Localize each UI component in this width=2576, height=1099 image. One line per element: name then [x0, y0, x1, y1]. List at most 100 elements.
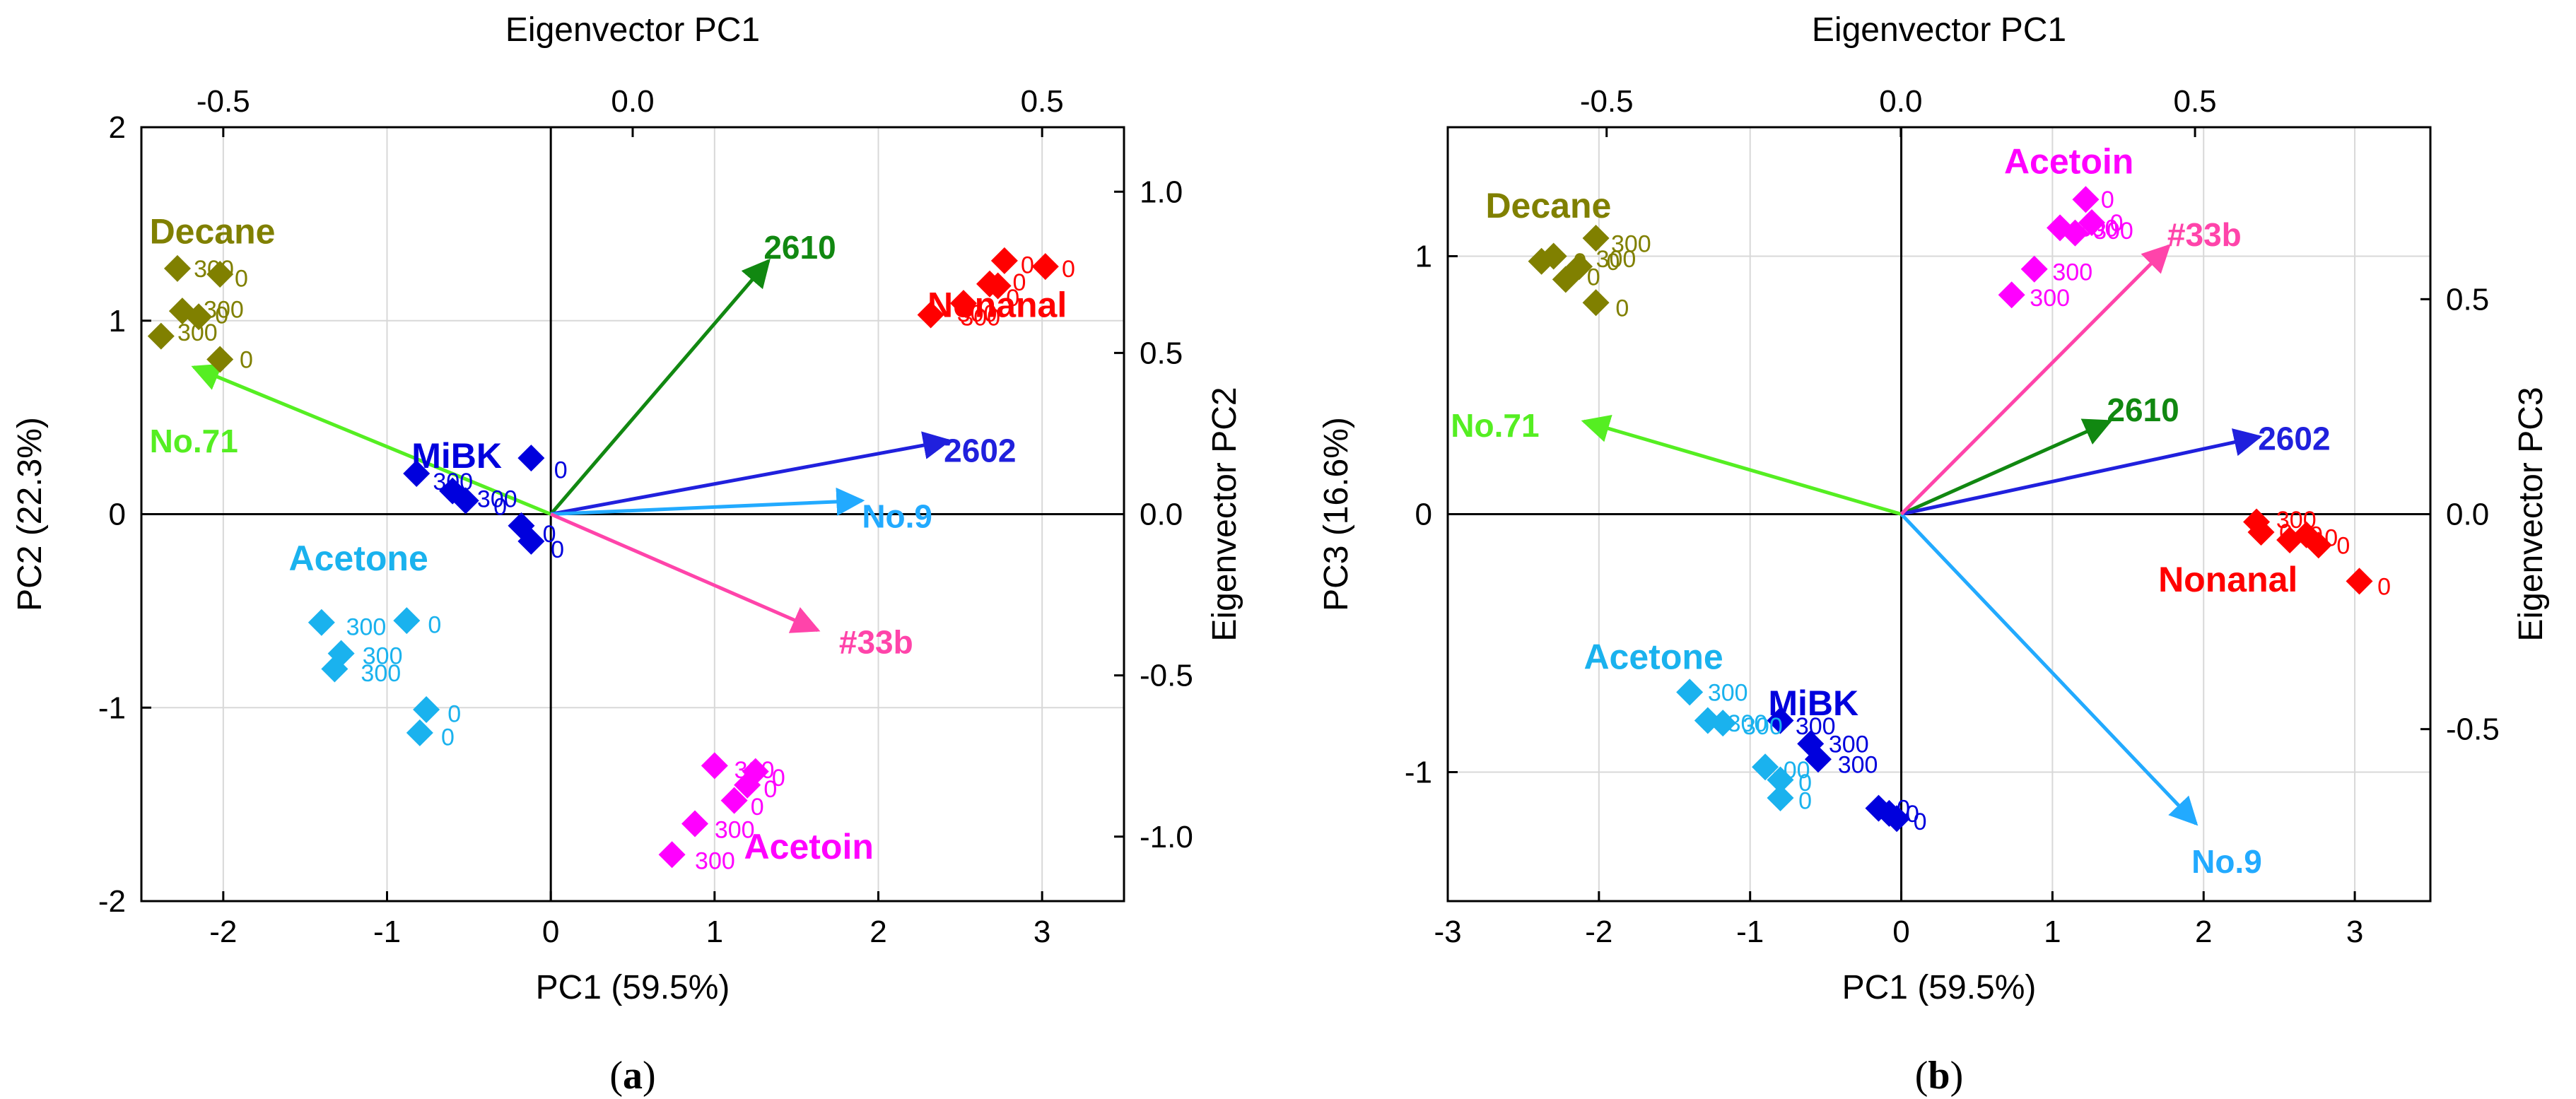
loading-vector-arrow [549, 258, 771, 516]
group-label: Nonanal [927, 285, 1067, 324]
panel-b-biplot: -3 -2 -1 0 1 2 3 -1 0 1 -0.5 0.0 0.5 -0.5 0.0 0.5 PC1 (5… [1318, 11, 2550, 1098]
score-point [393, 607, 421, 635]
point-dose-label: 300 [2276, 507, 2317, 534]
loading-vector-arrow [550, 512, 821, 633]
score-point [185, 303, 213, 331]
vector-label: #33b [2167, 216, 2242, 253]
x-tick-label: -1 [373, 915, 401, 949]
caption-letter: b [1928, 1054, 1950, 1098]
loading-vector-arrow [551, 487, 865, 516]
vector-label: No.9 [2191, 843, 2262, 880]
top-tick-label: 0.0 [611, 84, 654, 119]
group-label: MiBK [411, 436, 502, 476]
point-dose-label: 300 [960, 304, 1000, 331]
group-label: Decane [1485, 186, 1611, 225]
loading-vector-arrow [1899, 512, 2199, 826]
group-label: Decane [150, 211, 276, 251]
caption-close-paren: ) [643, 1054, 656, 1098]
vector-label: 2602 [2258, 420, 2330, 457]
loading-vector-arrow [191, 363, 552, 516]
score-point [1676, 678, 1704, 706]
score-point [403, 460, 431, 488]
vector-label: No.71 [150, 423, 238, 459]
point-dose-label: 0 [551, 536, 564, 563]
score-point [720, 787, 748, 814]
point-dose-label: 0 [554, 457, 568, 484]
y-tick-label: 0 [109, 498, 126, 532]
x-tick-label: 0 [1892, 915, 1909, 949]
point-dose-label: 0 [543, 521, 556, 548]
score-point [452, 487, 479, 515]
point-dose-label: 300 [2030, 285, 2070, 312]
x-tick-label: 0 [542, 915, 559, 949]
point-dose-label: 0 [1798, 788, 1812, 815]
top-axis-title: Eigenvector PC1 [505, 11, 760, 49]
vector-label: No.9 [862, 498, 932, 535]
point-dose-label: 300 [1838, 752, 1878, 779]
score-point [163, 254, 191, 282]
score-point [949, 290, 977, 317]
point-dose-label: 0 [1587, 264, 1600, 291]
x-tick-label: -3 [1434, 915, 1461, 949]
caption-open-paren: ( [1915, 1054, 1928, 1098]
y-tick-label: 0 [1415, 498, 1432, 532]
score-point [308, 609, 335, 636]
point-dose-label: 0 [2324, 524, 2338, 551]
score-point [1528, 247, 1555, 275]
score-point [2061, 219, 2089, 247]
point-dose-label: 00 [1784, 757, 1810, 784]
point-dose-label: 0 [1615, 295, 1629, 322]
right-tick-label: 0.5 [1140, 336, 1183, 370]
point-dose-label: 300 [1708, 679, 1748, 706]
x-axis-title: PC1 (59.5%) [536, 969, 730, 1006]
group-label: Acetoin [744, 827, 874, 866]
score-point [517, 445, 545, 472]
loading-vector-arrow [1901, 428, 2263, 516]
vector-label: No.71 [1451, 407, 1539, 444]
point-dose-label: 300 [2052, 259, 2092, 286]
point-dose-label: 300 [177, 319, 218, 346]
right-tick-label: -1.0 [1140, 820, 1193, 854]
score-point [206, 261, 234, 288]
point-dose-label: 0 [1573, 249, 1586, 276]
score-point [2020, 255, 2048, 283]
score-point [321, 655, 349, 683]
point-dose-label: 0 [1906, 801, 1919, 828]
point-dose-label: 0 [1012, 269, 1026, 296]
point-dose-label: 0 [493, 494, 507, 521]
loading-vector-arrow [1899, 244, 2171, 516]
top-tick-label: 0.0 [1879, 84, 1922, 119]
score-point [1767, 784, 1794, 811]
point-dose-label: 0 [1897, 796, 1910, 823]
group-label: Nonanal [2158, 560, 2297, 599]
x-tick-label: 3 [2346, 915, 2363, 949]
x-tick-label: -1 [1736, 915, 1764, 949]
point-dose-label: 0 [1607, 249, 1620, 276]
x-tick-label: -2 [1585, 915, 1612, 949]
point-dose-label: 0 [763, 776, 777, 803]
loading-vector-arrow [1900, 418, 2113, 516]
score-point [1709, 710, 1737, 737]
score-point [1552, 266, 1579, 293]
right-tick-label: 0.0 [2446, 498, 2489, 532]
x-tick-label: 1 [2044, 915, 2061, 949]
y-tick-label: 2 [109, 110, 126, 145]
point-dose-label: 300 [1796, 713, 1836, 740]
point-dose-label: 0 [447, 700, 461, 727]
top-tick-label: 0.5 [2173, 84, 2216, 119]
group-label: Acetoin [2004, 142, 2133, 182]
x-tick-label: -2 [209, 915, 237, 949]
score-point [1804, 746, 1832, 773]
y-axis-title: PC3 (16.6%) [1318, 417, 1355, 611]
vector-label: 2610 [2107, 392, 2179, 428]
top-tick-label: -0.5 [1580, 84, 1634, 119]
score-point [1998, 281, 2025, 309]
point-dose-label: 300 [715, 817, 755, 844]
caption-letter: a [623, 1054, 643, 1098]
score-point [701, 752, 728, 780]
score-point [917, 301, 944, 329]
point-dose-label: 300 [695, 848, 735, 875]
x-axis-title: PC1 (59.5%) [1842, 969, 2037, 1006]
score-point [2346, 568, 2373, 595]
